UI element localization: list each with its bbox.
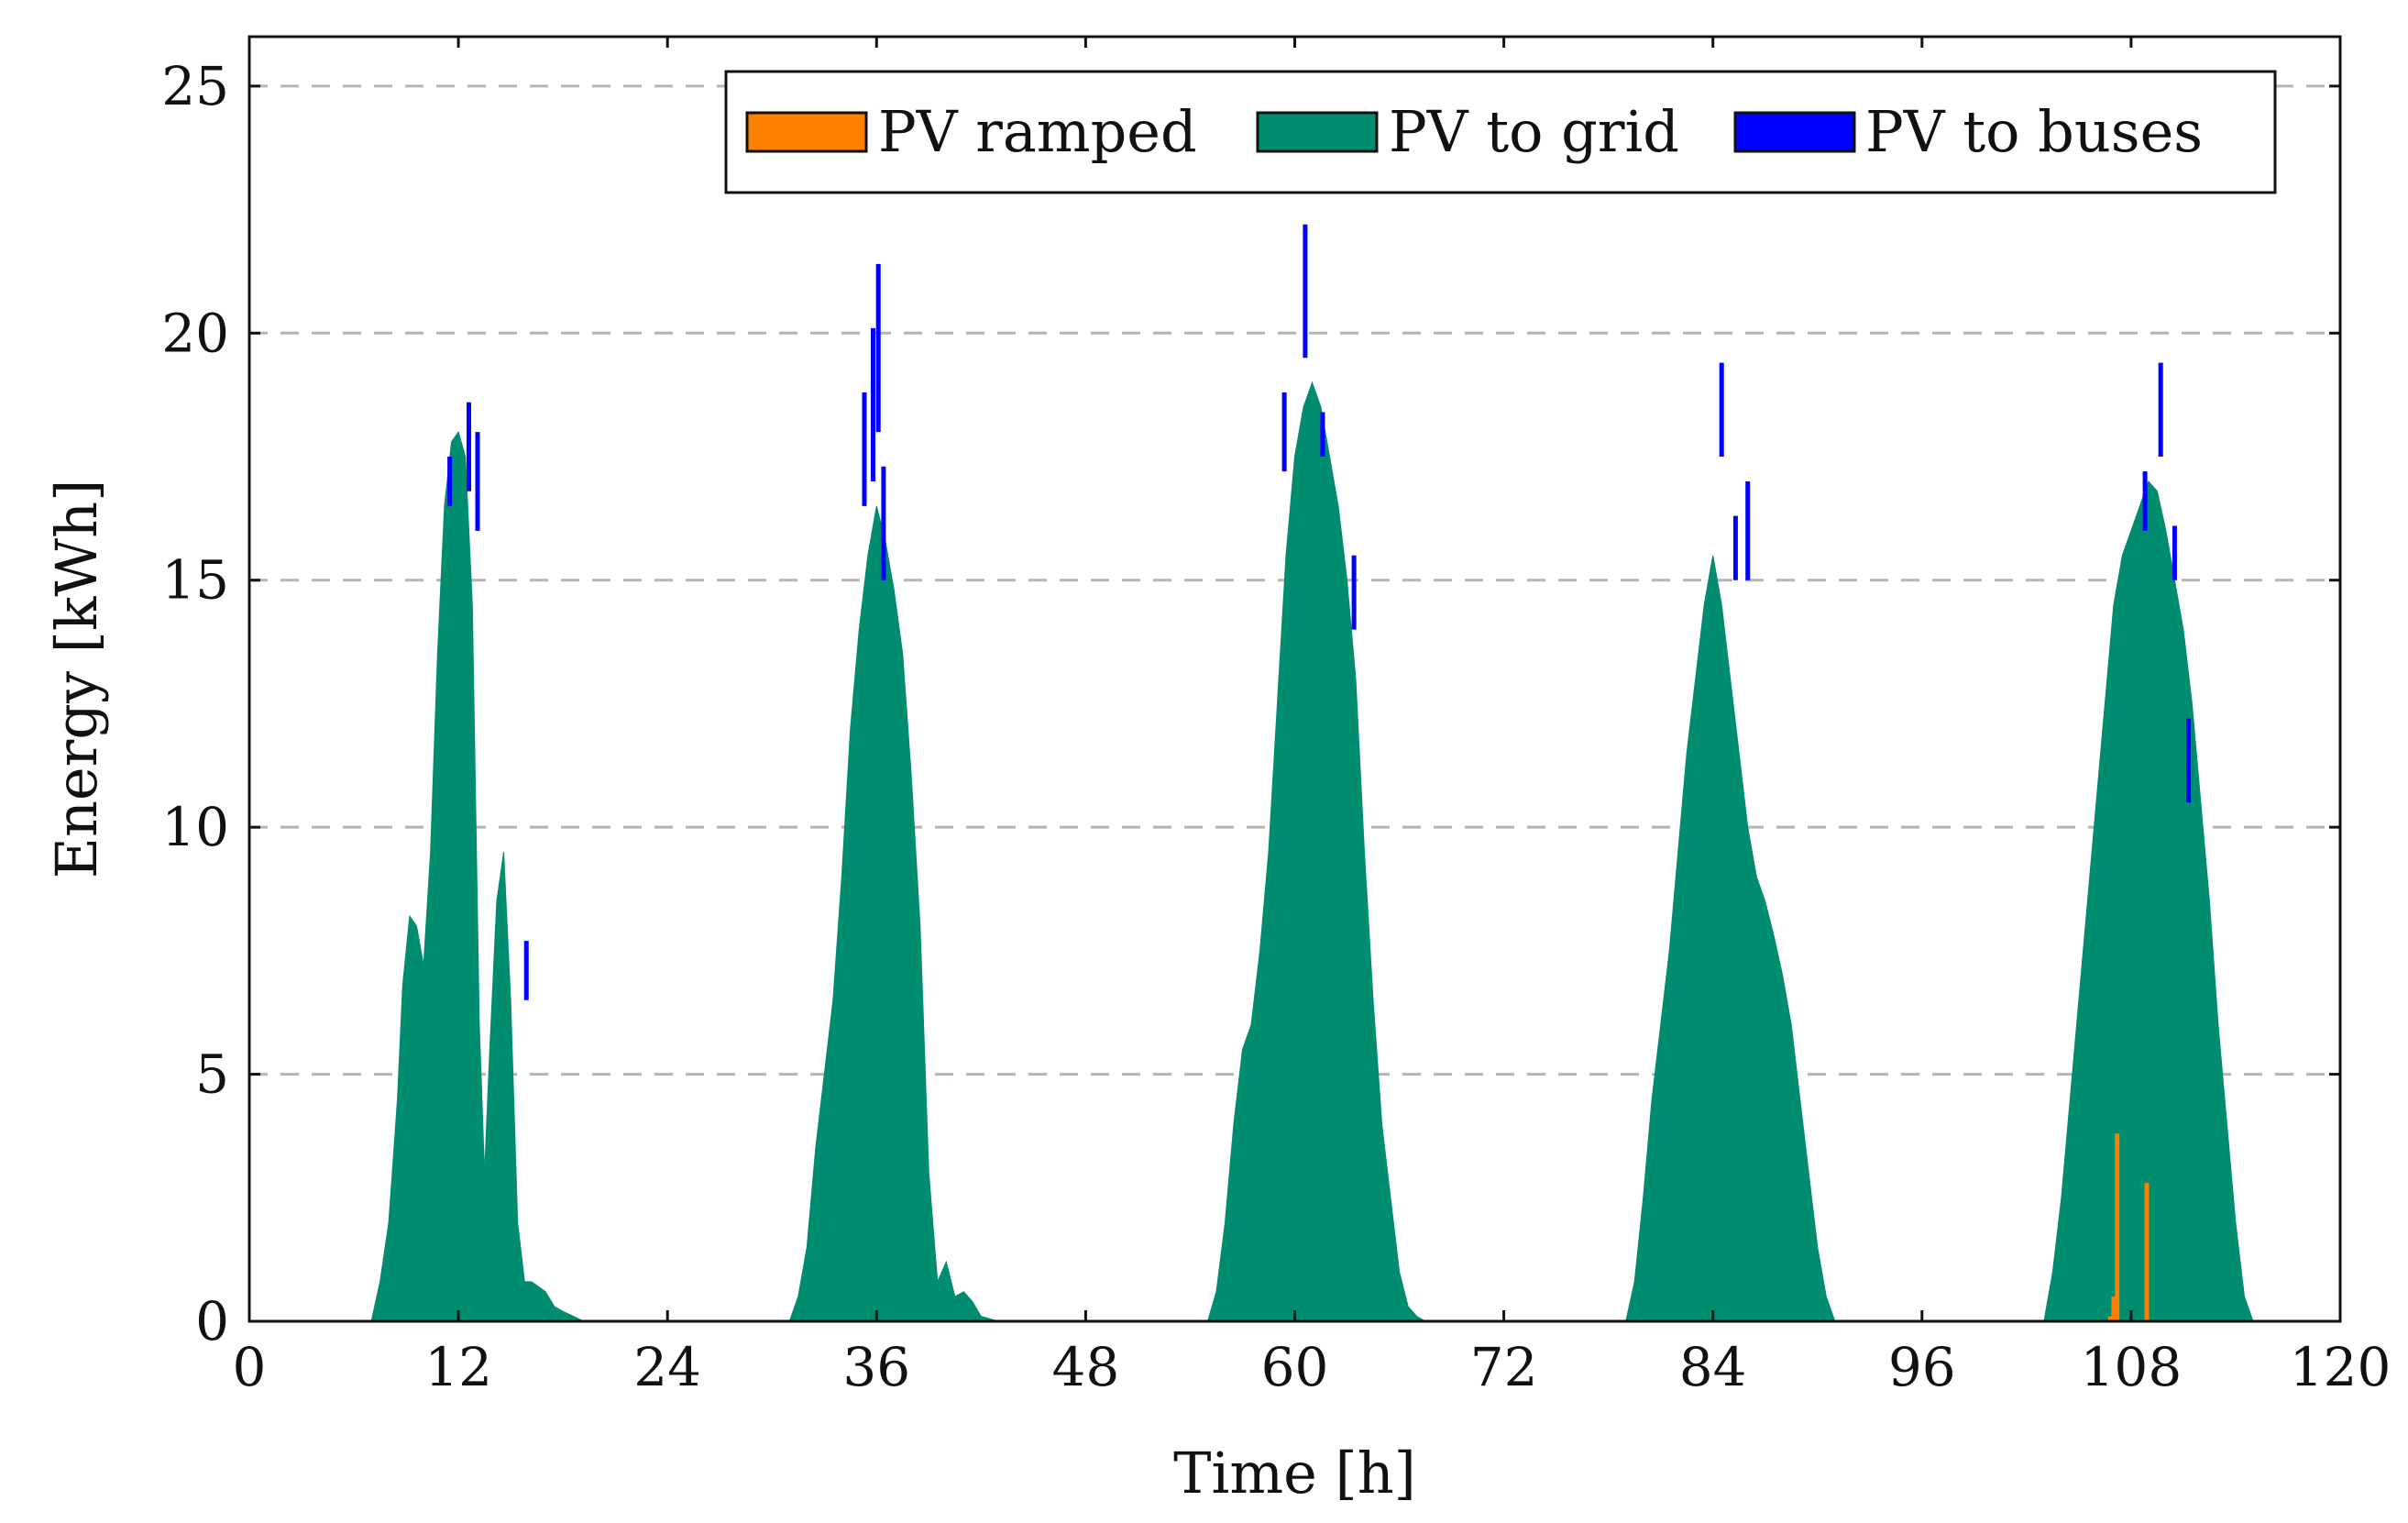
x-tick-label-120: 120 — [2290, 1336, 2392, 1398]
x-tick-label-84: 84 — [1679, 1336, 1747, 1398]
x-tick-label-96: 96 — [1888, 1336, 1956, 1398]
legend-label-pv-ramped: PV ramped — [878, 98, 1197, 165]
series-spikes — [447, 224, 2192, 1321]
legend-label-pv-to-grid: PV to grid — [1389, 98, 1679, 165]
legend-box — [724, 70, 2277, 194]
x-tick-label-60: 60 — [1261, 1336, 1329, 1398]
x-tick-label-36: 36 — [842, 1336, 910, 1398]
y-tick-label-0: 0 — [195, 1290, 229, 1352]
y-tick-label-20: 20 — [161, 302, 229, 364]
x-tick-label-24: 24 — [633, 1336, 701, 1398]
y-axis-ticks: 0 5 10 15 20 25 — [161, 55, 2340, 1352]
y-tick-label-15: 15 — [161, 549, 229, 612]
y-tick-label-5: 5 — [195, 1043, 229, 1106]
y-tick-label-25: 25 — [161, 55, 229, 117]
legend-swatch-pv-to-buses — [1733, 111, 1856, 153]
x-tick-label-12: 12 — [424, 1336, 492, 1398]
x-tick-label-48: 48 — [1051, 1336, 1119, 1398]
series-areas — [249, 381, 2340, 1323]
x-tick-label-0: 0 — [233, 1336, 267, 1398]
x-tick-label-72: 72 — [1470, 1336, 1538, 1398]
y-axis-title: Energy [kWh] — [43, 480, 110, 879]
legend-label-pv-to-buses: PV to buses — [1865, 98, 2203, 165]
legend-swatch-pv-to-grid — [1256, 111, 1379, 153]
x-axis-ticks: 0 12 24 36 48 60 72 84 96 108 120 — [233, 37, 2392, 1398]
legend-swatch-pv-ramped — [745, 111, 868, 153]
legend: PV ramped PV to grid PV to buses — [724, 70, 2277, 194]
x-tick-label-108: 108 — [2081, 1336, 2183, 1398]
x-axis-title: Time [h] — [1173, 1440, 1416, 1506]
y-tick-label-10: 10 — [161, 796, 229, 858]
area-pv-to-grid — [249, 381, 2340, 1322]
